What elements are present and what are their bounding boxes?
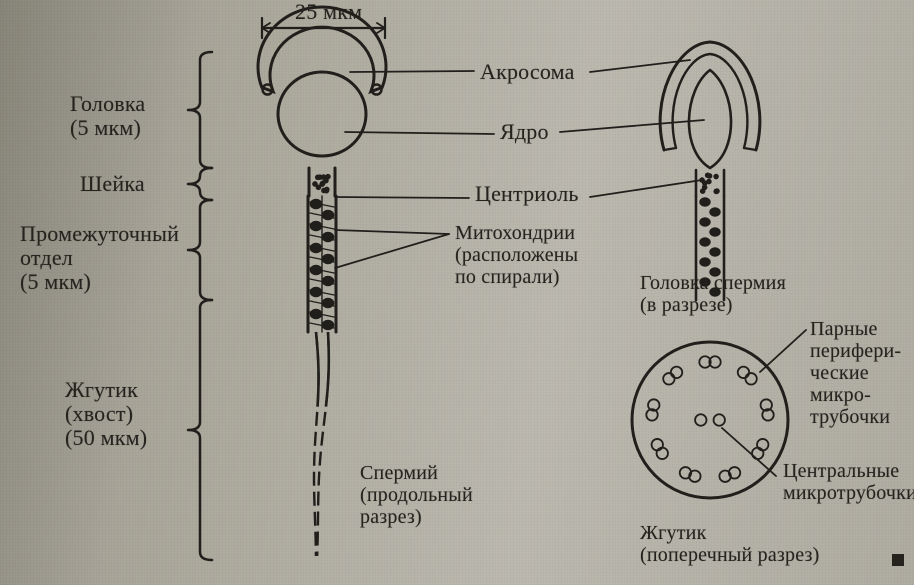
label-peripheral: Парныеперифери-ческиемикро-трубочки <box>810 318 901 428</box>
page-marker <box>892 554 904 566</box>
label-head: Головка (5 мкм) <box>70 92 145 140</box>
caption-head-section: Головка спермия (в разрезе) <box>640 272 786 316</box>
label-centriole: Центриоль <box>475 182 579 206</box>
label-mid: Промежуточныйотдел (5 мкм) <box>20 222 179 295</box>
label-nucleus: Ядро <box>500 120 549 144</box>
label-tail: Жгутик(хвост) (50 мкм) <box>65 378 147 451</box>
diagram-page: { "canvas": { "w": 914, "h": 585, "backg… <box>0 0 914 585</box>
label-mitochondria: Митохондрии(расположеныпо спирали) <box>455 222 578 288</box>
caption-sperm-main: Спермий (продольный разрез) <box>360 462 473 528</box>
caption-cross-section: Жгутик (поперечный разрез) <box>640 522 819 566</box>
label-central: Центральныемикротрубочки <box>783 460 914 504</box>
measure-label: 25 мкм <box>295 0 362 24</box>
label-acrosome: Акросома <box>480 60 575 84</box>
label-neck: Шейка <box>80 172 145 196</box>
